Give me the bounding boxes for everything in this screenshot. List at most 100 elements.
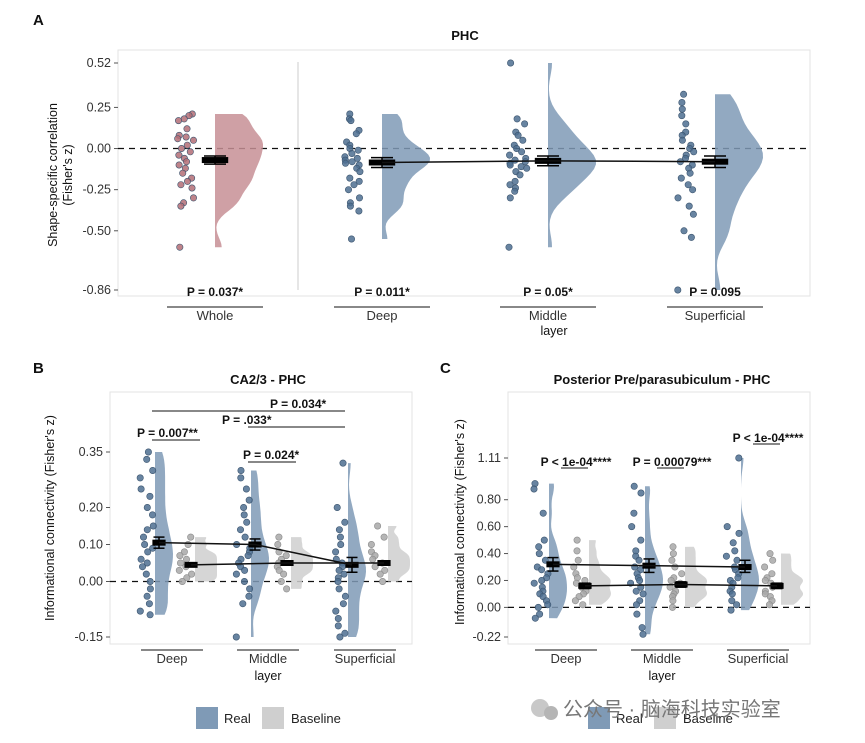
panel-a-point	[682, 120, 690, 128]
panel-b-real-point	[232, 570, 240, 578]
panel-b-real-point	[141, 540, 149, 548]
panel-c-baseline-point	[761, 576, 769, 584]
panel-a-point	[183, 158, 191, 166]
panel-b: B CA2/3 - PHC layer Informational connec…	[33, 360, 413, 683]
legend-real-label: Real	[224, 711, 251, 726]
panel-a-point	[513, 115, 521, 123]
panel-a-plot-border	[117, 49, 811, 297]
panel-c-real-point	[733, 556, 741, 564]
panel-b-real-mean-line	[158, 541, 353, 566]
panel-b-real-point	[144, 448, 152, 456]
panel-a-point	[347, 235, 355, 243]
panel-c-real-point	[728, 590, 736, 598]
panel-b-baseline-point	[274, 540, 282, 548]
panel-c-baseline-point	[678, 570, 686, 578]
panel-a-point	[690, 148, 698, 156]
panel-a-point	[678, 105, 686, 113]
panel-b-comparison-pvalue: P = .033*	[222, 413, 272, 427]
panel-c-category-label: Deep	[550, 651, 581, 666]
panel-c-real-violin	[549, 483, 567, 619]
panel-b-baseline-point	[184, 540, 192, 548]
panel-b-real-point	[340, 570, 348, 578]
panel-a-point	[687, 233, 695, 241]
panel-c-real-point	[722, 552, 730, 560]
panel-a-category-label: Deep	[366, 308, 397, 323]
panel-a-point	[354, 146, 362, 154]
legend: Real Baseline Real Baseline	[196, 707, 733, 729]
panel-a-point	[516, 171, 524, 179]
panel-a-point	[680, 227, 688, 235]
panel-c-real-point	[723, 523, 731, 531]
panel-c-real-point	[539, 509, 547, 517]
panel-b-real-point	[240, 511, 248, 519]
panel-a-category-label: Middle	[529, 308, 567, 323]
panel-c-real-point	[632, 587, 640, 595]
panel-b-real-point	[335, 585, 343, 593]
panel-b-real-point	[139, 563, 147, 571]
panel-b-real-point	[244, 552, 252, 560]
panel-b-real-point	[143, 559, 151, 567]
panel-a-point	[518, 148, 526, 156]
panel-b-real-point	[143, 455, 151, 463]
panel-a-violin	[548, 63, 596, 248]
panel-a-point	[514, 131, 522, 139]
panel-a-point	[505, 243, 513, 251]
panel-a-point	[507, 59, 515, 67]
panel-a-point	[680, 90, 688, 98]
panel-a-point	[183, 141, 191, 149]
panel-a-ytick-label: -0.50	[83, 224, 112, 238]
panel-c-real-point	[733, 601, 741, 609]
panel-b-ytick-label: -0.15	[75, 630, 104, 644]
panel-c-baseline-point	[669, 597, 677, 605]
panel-a-point	[674, 286, 682, 294]
panel-c-category-label: Middle	[643, 651, 681, 666]
panel-b-baseline-point	[376, 570, 384, 578]
panel-c-real-point	[628, 523, 636, 531]
panel-a-xlabel: layer	[540, 324, 567, 338]
panel-a-violin	[215, 113, 263, 248]
panel-c-real-point	[531, 614, 539, 622]
panel-a-point	[519, 136, 527, 144]
panel-a-point	[513, 145, 521, 153]
panel-c-real-point	[639, 590, 647, 598]
panel-b-real-point	[137, 555, 145, 563]
panel-b-real-point	[143, 526, 151, 534]
panel-a-point	[678, 99, 686, 107]
panel-a-point	[684, 181, 692, 189]
panel-b-real-point	[334, 577, 342, 585]
panel-b-real-point	[335, 526, 343, 534]
panel-c-real-point	[636, 576, 644, 584]
panel-a-pvalue: P = 0.05*	[523, 285, 573, 299]
panel-c-baseline-point	[571, 597, 579, 605]
panel-c-ytick-label: 0.60	[477, 520, 501, 534]
panel-a-point	[180, 115, 188, 123]
panel-b-real-violin	[155, 452, 173, 615]
panel-b-real-point	[242, 485, 250, 493]
panel-c-real-point	[536, 610, 544, 618]
panel-b-baseline-point	[379, 577, 387, 585]
panel-a-point	[511, 187, 519, 195]
panel-b-baseline-point	[275, 533, 283, 541]
panel-b-ytick-label: 0.00	[79, 575, 103, 589]
panel-b-xlabel: layer	[254, 669, 281, 683]
panel-b-real-point	[243, 518, 251, 526]
panel-a-errbar-mean	[201, 157, 229, 164]
panel-a-point	[190, 194, 198, 202]
panel-c-real-point	[635, 556, 643, 564]
panel-c-baseline-point	[765, 601, 773, 609]
panel-c-baseline-point	[668, 556, 676, 564]
panel-a-point	[686, 169, 694, 177]
panel-c-real-violin	[645, 486, 663, 635]
panel-c: C Posterior Pre/parasubiculum - PHC laye…	[440, 360, 811, 683]
panel-c-ytick-label: 1.11	[478, 451, 501, 465]
panel-a-point	[344, 186, 352, 194]
panel-a-point	[347, 117, 355, 125]
panel-b-ylabel: Informational connectivity (Fisher's z)	[43, 415, 57, 621]
panel-b-baseline-point	[175, 566, 183, 574]
panel-c-baseline-mean-line	[584, 583, 778, 587]
panel-b-real-point	[149, 466, 157, 474]
legend-real-swatch-2	[588, 707, 610, 729]
panel-a-point	[174, 135, 182, 143]
panel-b-real-point	[339, 459, 347, 467]
